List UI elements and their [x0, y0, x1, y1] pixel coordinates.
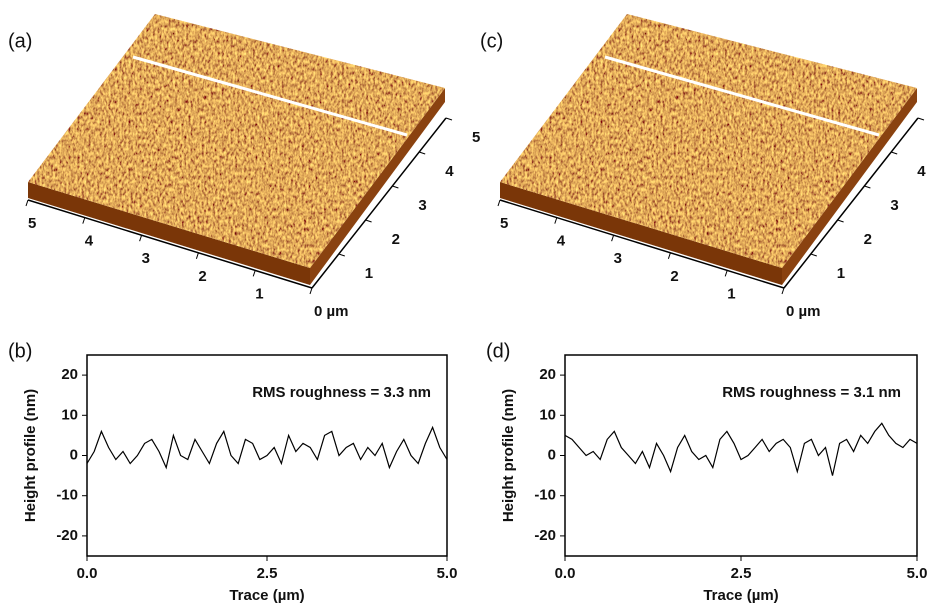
x-tick-label: 0.0 [555, 565, 576, 582]
x-tick-label: 5.0 [907, 565, 928, 582]
x-axis-label: Trace (µm) [229, 587, 304, 604]
tick [365, 219, 372, 223]
axis-tick-label: 2 [392, 231, 400, 248]
tick [724, 270, 728, 277]
tick [139, 235, 143, 242]
y-tick-label: -10 [534, 487, 556, 504]
axis-tick-label: 1 [727, 285, 735, 302]
tick [611, 235, 615, 242]
tick [338, 253, 345, 257]
afm-panel: (a) 5 4 3 2 1 0 µm 1 2 3 4 5 [8, 14, 480, 320]
tick [554, 217, 558, 224]
axis-line [783, 117, 919, 289]
x-axis-label: Trace (µm) [703, 587, 778, 604]
tick [392, 185, 399, 189]
y-tick-label: 0 [70, 446, 78, 463]
tick [25, 199, 29, 207]
profile-trace [86, 425, 448, 470]
y-tick-label: 20 [539, 366, 556, 383]
y-axis-label: Height profile (nm) [500, 389, 517, 522]
tick [445, 117, 453, 121]
y-tick-label: 20 [61, 366, 78, 383]
annotation: RMS roughness = 3.1 nm [722, 384, 901, 401]
y-tick-label: 0 [548, 446, 556, 463]
axis-tick-label: 3 [614, 250, 622, 267]
axis-tick-label: 3 [418, 197, 426, 214]
axis-tick-label: 3 [890, 197, 898, 214]
tick [497, 199, 501, 207]
profile-line [132, 55, 408, 137]
y-tick-label: -10 [56, 487, 78, 504]
panel-label: (d) [486, 340, 510, 362]
x-tick-label: 2.5 [257, 565, 278, 582]
axis-tick-label: 2 [198, 268, 206, 285]
y-tick-label: 10 [539, 406, 556, 423]
axis-tick-label: 3 [142, 250, 150, 267]
x-tick-label: 0.0 [77, 565, 98, 582]
panel-label: (c) [480, 30, 503, 52]
axis-tick-label: 0 µm [786, 303, 821, 320]
afm-surface [500, 14, 917, 268]
axis-line [27, 199, 313, 289]
axis-tick-label: 0 µm [314, 303, 349, 320]
tick [781, 287, 785, 295]
tick [195, 252, 199, 259]
axis-tick-label: 2 [864, 231, 872, 248]
tick [864, 185, 871, 189]
axis-tick-label: 4 [917, 163, 926, 180]
y-tick-label: -20 [534, 527, 556, 544]
y-axis-label: Height profile (nm) [22, 389, 39, 522]
axis-tick-label: 4 [557, 233, 566, 250]
annotation: RMS roughness = 3.3 nm [252, 384, 431, 401]
tick [810, 253, 817, 257]
tick [419, 151, 426, 155]
surface-side [310, 88, 445, 285]
surface-side [28, 182, 310, 285]
tick [667, 252, 671, 259]
axis-tick-label: 5 [28, 215, 36, 232]
axis-tick-label: 5 [500, 215, 508, 232]
tick [837, 219, 844, 223]
axis-tick-label: 4 [445, 163, 454, 180]
y-tick-label: -20 [56, 527, 78, 544]
axis-tick-label: 1 [837, 265, 845, 282]
afm-surface [28, 14, 445, 268]
axis-tick-label: 5 [472, 129, 480, 146]
profile-trace [564, 422, 918, 476]
tick [891, 151, 898, 155]
axis-tick-label: 2 [670, 268, 678, 285]
tick [252, 270, 256, 277]
tick [82, 217, 86, 224]
axis-tick-label: 1 [365, 265, 373, 282]
panel-label: (b) [8, 340, 32, 362]
x-tick-label: 5.0 [437, 565, 458, 582]
x-tick-label: 2.5 [731, 565, 752, 582]
axis-tick-label: 4 [85, 233, 94, 250]
surface-side [782, 88, 917, 285]
tick [917, 117, 925, 121]
y-tick-label: 10 [61, 406, 78, 423]
axis-tick-label: 1 [255, 285, 263, 302]
profile-line [604, 55, 880, 137]
axis-line [499, 199, 785, 289]
tick [309, 287, 313, 295]
axis-line [311, 117, 447, 289]
panel-label: (a) [8, 30, 32, 52]
surface-side [500, 182, 782, 285]
